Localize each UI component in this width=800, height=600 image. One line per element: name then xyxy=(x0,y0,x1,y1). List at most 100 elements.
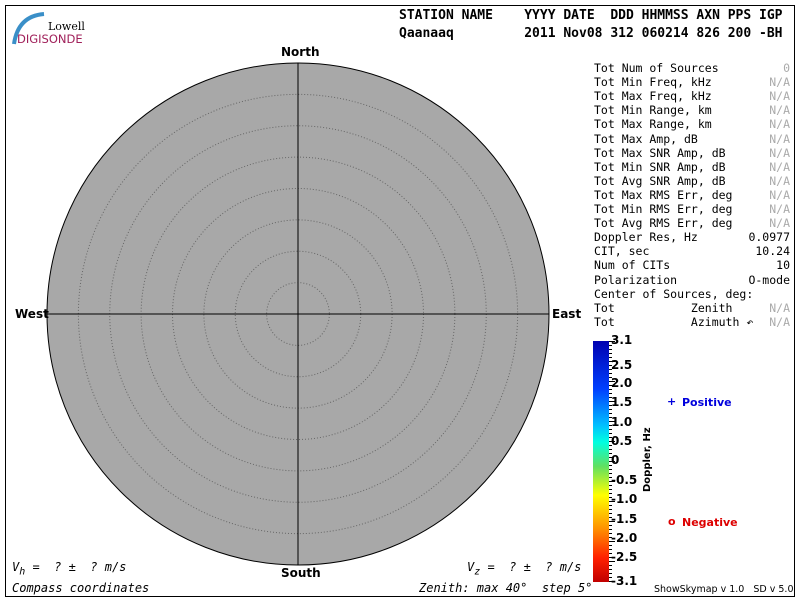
stat-value: N/A xyxy=(769,314,790,329)
colorbar-tick xyxy=(609,413,612,414)
stat-label: Tot Max Freq, kHz xyxy=(594,89,712,104)
negative-marker-icon: o xyxy=(668,515,676,528)
stat-value: 0.0977 xyxy=(748,230,790,245)
coords-label: Compass coordinates xyxy=(12,581,150,595)
compass-north: North xyxy=(281,45,320,59)
legend-positive: Positive xyxy=(682,396,732,409)
colorbar-tick xyxy=(609,501,615,502)
stat-label: Tot Max Amp, dB xyxy=(594,131,698,146)
colorbar-tick-label: -1.5 xyxy=(611,512,638,526)
colorbar-tick xyxy=(609,517,612,518)
logo-swoosh-icon xyxy=(12,12,45,45)
logo-digisonde: DIGISONDE xyxy=(17,32,83,46)
colorbar-tick xyxy=(609,361,615,362)
colorbar-tick xyxy=(609,485,612,486)
vh-readout: Vh = ? ± ? m/s xyxy=(12,560,127,578)
colorbar-tick xyxy=(609,425,612,426)
stat-label: Tot Min RMS Err, deg xyxy=(594,202,733,216)
colorbar-tick xyxy=(609,581,615,582)
logo-lowell: Lowell xyxy=(48,20,85,33)
colorbar-tick xyxy=(609,349,612,350)
colorbar-tick xyxy=(609,541,615,542)
colorbar-tick xyxy=(609,389,612,390)
stat-label: Tot Max RMS Err, deg xyxy=(594,187,733,202)
colorbar-tick xyxy=(609,497,612,498)
stat-value: N/A xyxy=(769,216,790,231)
stat-value: N/A xyxy=(769,89,790,104)
colorbar-tick xyxy=(609,393,612,394)
colorbar-tick xyxy=(609,369,612,370)
colorbar-tick xyxy=(609,429,612,430)
stat-label: Tot Avg SNR Amp, dB xyxy=(594,173,726,188)
vz-readout: Vz = ? ± ? m/s xyxy=(467,560,582,578)
colorbar-tick xyxy=(609,465,612,466)
stat-value: N/A xyxy=(769,131,790,146)
stat-label: Tot Azimuth ↶ xyxy=(594,314,754,329)
plot-frame xyxy=(5,5,795,597)
colorbar-tick xyxy=(609,341,615,342)
stat-value: N/A xyxy=(769,173,790,188)
colorbar-tick xyxy=(609,421,615,422)
colorbar-tick-label: 2.0 xyxy=(611,376,633,390)
stat-value: N/A xyxy=(769,145,790,160)
stat-value: O-mode xyxy=(748,272,790,287)
skymap-plot xyxy=(46,62,550,566)
colorbar-tick xyxy=(609,385,612,386)
stat-value: N/A xyxy=(769,159,790,174)
stat-value: 0 xyxy=(783,61,790,75)
stat-label: Tot Avg RMS Err, deg xyxy=(594,216,733,231)
colorbar-tick-label: -2.0 xyxy=(611,531,638,545)
colorbar-tick xyxy=(609,577,612,578)
colorbar-tick xyxy=(609,521,615,522)
colorbar-tick xyxy=(609,373,612,374)
colorbar-tick xyxy=(609,477,612,478)
colorbar-tick xyxy=(609,533,612,534)
header-labels: STATION NAME YYYY DATE DDD HHMMSS AXN PP… xyxy=(399,8,783,23)
colorbar-tick xyxy=(609,457,612,458)
stat-label: Tot Max Range, km xyxy=(594,117,712,132)
colorbar-tick xyxy=(609,453,612,454)
colorbar-tick xyxy=(609,489,612,490)
colorbar-title: Doppler, Hz xyxy=(642,427,653,492)
colorbar-tick xyxy=(609,513,612,514)
stat-label: Tot Num of Sources xyxy=(594,61,719,75)
colorbar-tick-label: 3.1 xyxy=(611,333,633,347)
colorbar-tick xyxy=(609,545,612,546)
compass-west: West xyxy=(15,307,49,321)
colorbar-tick xyxy=(609,441,615,442)
colorbar-tick-label: -0.5 xyxy=(611,473,638,487)
colorbar-tick xyxy=(609,437,612,438)
colorbar-tick-label: 1.0 xyxy=(611,415,633,429)
colorbar-tick xyxy=(609,345,612,346)
stat-value: N/A xyxy=(769,117,790,132)
stat-label: Center of Sources, deg: xyxy=(594,286,754,301)
colorbar-tick xyxy=(609,433,612,434)
colorbar-tick xyxy=(609,481,615,482)
stat-value: N/A xyxy=(769,103,790,118)
colorbar-tick xyxy=(609,401,615,402)
colorbar-tick xyxy=(609,565,612,566)
positive-marker-icon: + xyxy=(667,395,677,408)
stat-label: Tot Zenith xyxy=(594,300,733,315)
stat-value: 10.24 xyxy=(755,244,790,259)
colorbar-tick xyxy=(609,377,612,378)
stat-label: CIT, sec xyxy=(594,244,650,259)
stat-value: N/A xyxy=(769,75,790,90)
colorbar-tick xyxy=(609,461,615,462)
colorbar-tick xyxy=(609,525,612,526)
colorbar-tick xyxy=(609,445,612,446)
colorbar-tick-label: 2.5 xyxy=(611,358,633,372)
colorbar-tick-label: -3.1 xyxy=(611,574,638,588)
colorbar-tick xyxy=(609,505,612,506)
doppler-colorbar xyxy=(593,341,609,582)
colorbar-tick xyxy=(609,573,612,574)
colorbar-tick xyxy=(609,557,612,558)
stat-label: Doppler Res, Hz xyxy=(594,230,698,245)
colorbar-tick xyxy=(609,417,612,418)
stat-value: N/A xyxy=(769,202,790,216)
colorbar-tick xyxy=(609,529,612,530)
header-values: Qaanaaq 2011 Nov08 312 060214 826 200 -B… xyxy=(399,26,783,41)
stat-label: Tot Min SNR Amp, dB xyxy=(594,159,726,174)
zenith-label: Zenith: max 40° step 5° xyxy=(419,581,593,595)
colorbar-tick xyxy=(609,405,612,406)
